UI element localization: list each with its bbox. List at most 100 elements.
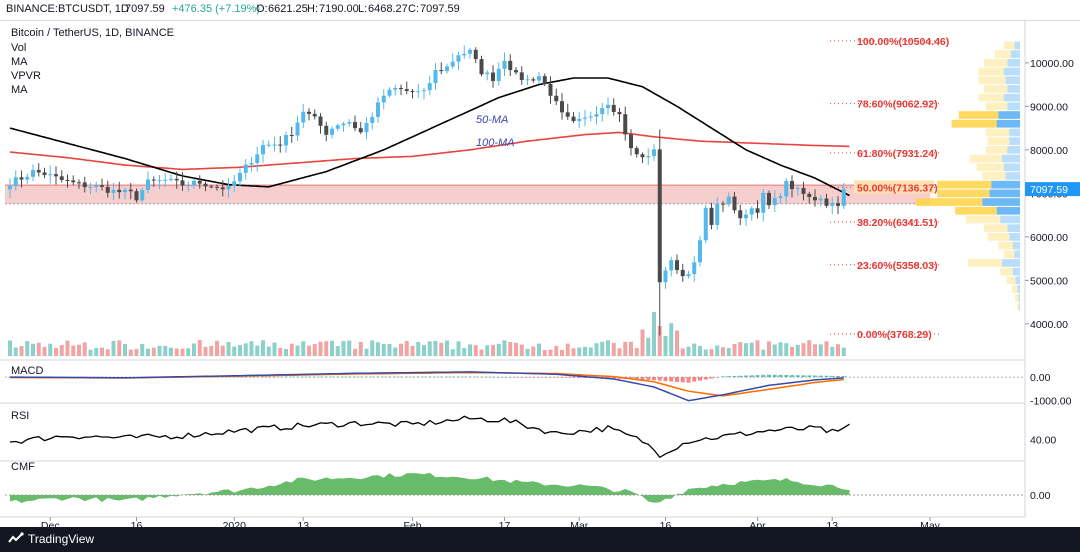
candle-body xyxy=(634,148,639,155)
volume-bar xyxy=(255,345,260,356)
volume-profile xyxy=(915,41,1020,311)
volume-bar xyxy=(192,343,196,356)
macd-histogram-bar xyxy=(640,377,645,380)
volume-bar xyxy=(341,341,346,356)
vp-sell-20 xyxy=(966,215,1001,224)
time-tick-label: 17 xyxy=(499,520,511,527)
candle-body xyxy=(65,179,70,181)
macd-histogram-bar xyxy=(818,375,823,378)
symbol-label[interactable]: BINANCE:BTCUSDT, 1D xyxy=(6,3,129,15)
volume-bar xyxy=(71,345,76,356)
candle-body xyxy=(525,79,530,81)
vp-sell-14 xyxy=(976,163,1004,172)
volume-bar xyxy=(519,344,524,356)
cmf-label[interactable]: CMF xyxy=(11,461,35,473)
candle-body xyxy=(358,128,363,133)
candle-body xyxy=(364,122,369,133)
volume-bar xyxy=(393,347,398,356)
vp-buy-23 xyxy=(1012,241,1020,250)
candle-body xyxy=(284,135,288,146)
candle-body xyxy=(721,203,725,205)
volume-bar xyxy=(111,340,116,356)
macd-histogram-bar xyxy=(703,377,708,380)
macd-histogram-bar xyxy=(709,377,714,379)
candle-body xyxy=(588,116,593,118)
volume-bar xyxy=(732,343,737,356)
vp-buy-2 xyxy=(1007,58,1020,67)
candle-body xyxy=(514,70,518,73)
candle-body xyxy=(186,185,191,187)
macd-histogram-bar xyxy=(732,375,737,378)
volume-bar xyxy=(65,340,70,356)
candle-body xyxy=(542,76,547,84)
vp-sell-26 xyxy=(1000,267,1013,276)
macd-histogram-bar xyxy=(721,376,725,378)
vp-buy-22 xyxy=(1009,233,1020,241)
candle-body xyxy=(836,203,840,206)
time-axis[interactable]: Dec 16 2020 13 Feb 17 Mar 16 Apr 13 May xyxy=(41,517,941,527)
candle-body xyxy=(629,134,633,149)
candle-body xyxy=(427,83,432,91)
candle-body xyxy=(830,203,835,206)
volume-bar xyxy=(841,347,846,356)
ma100-label: 100-MA xyxy=(476,137,515,149)
macd-histogram-bar xyxy=(416,376,421,378)
candle-body xyxy=(312,113,317,117)
candle-body xyxy=(565,112,570,117)
tradingview-logo-icon[interactable] xyxy=(8,532,24,549)
rsi-label[interactable]: RSI xyxy=(11,410,30,422)
candle-body xyxy=(393,87,398,90)
vp-buy-3 xyxy=(1003,67,1020,76)
volume-bar xyxy=(726,347,731,356)
candle-body xyxy=(686,274,691,277)
vp-buy-24 xyxy=(1014,250,1020,259)
candle-body xyxy=(508,60,513,71)
candle-body xyxy=(226,185,231,190)
macd-histogram-bar xyxy=(841,376,846,378)
time-tick-label: 16 xyxy=(660,520,672,527)
study-ma[interactable]: MA xyxy=(11,56,28,68)
candle-body xyxy=(795,187,800,190)
volume-bar xyxy=(59,345,64,356)
macd-histogram-bar xyxy=(468,376,472,378)
price-chart[interactable]: 100.00%(10504.46) 78.60%(9062.92) 61.80%(7… xyxy=(0,20,1080,527)
candle-body xyxy=(404,89,409,91)
candle-body xyxy=(548,83,553,96)
price-axis[interactable]: 10000.009000.008000.007000.006000.005000… xyxy=(1025,58,1080,331)
study-vol[interactable]: Vol xyxy=(11,42,27,54)
vp-buy-13 xyxy=(1002,154,1020,163)
volume-bar xyxy=(715,345,720,356)
candle-body xyxy=(272,144,277,146)
vp-buy-16 xyxy=(991,180,1020,189)
macd-histogram-bar xyxy=(744,375,748,378)
volume-bar xyxy=(140,343,145,356)
candle-body xyxy=(105,186,110,193)
candle-body xyxy=(123,189,127,193)
candle-body xyxy=(531,79,536,81)
candle-body xyxy=(243,164,248,173)
time-tick-label: May xyxy=(920,520,941,527)
macd-histogram-bar xyxy=(577,377,582,378)
brand-name[interactable]: TradingView xyxy=(28,532,95,546)
volume-bar xyxy=(54,348,58,356)
study-vpvr[interactable]: VPVR xyxy=(11,70,41,82)
macd-label[interactable]: MACD xyxy=(11,365,44,377)
time-tick-label: Feb xyxy=(403,520,421,527)
volume-bar xyxy=(197,340,202,356)
volume-bar xyxy=(364,348,369,356)
candle-body xyxy=(347,122,352,124)
macd-histogram-bar xyxy=(324,376,329,378)
candle-body xyxy=(818,198,823,201)
volume-bar xyxy=(675,330,679,356)
candle-body xyxy=(462,53,467,56)
price-tick-label: 4000.00 xyxy=(1030,319,1068,331)
volume-bar xyxy=(571,348,576,356)
volume-bar xyxy=(611,342,616,356)
volume-bar xyxy=(295,345,300,356)
volume-bar xyxy=(790,346,794,356)
candle-body xyxy=(203,183,208,187)
fib-label-2: 61.80%(7931.24) xyxy=(857,148,938,160)
study-ma-2[interactable]: MA xyxy=(11,84,28,96)
candle-body xyxy=(715,203,720,225)
volume-bar xyxy=(220,345,225,356)
